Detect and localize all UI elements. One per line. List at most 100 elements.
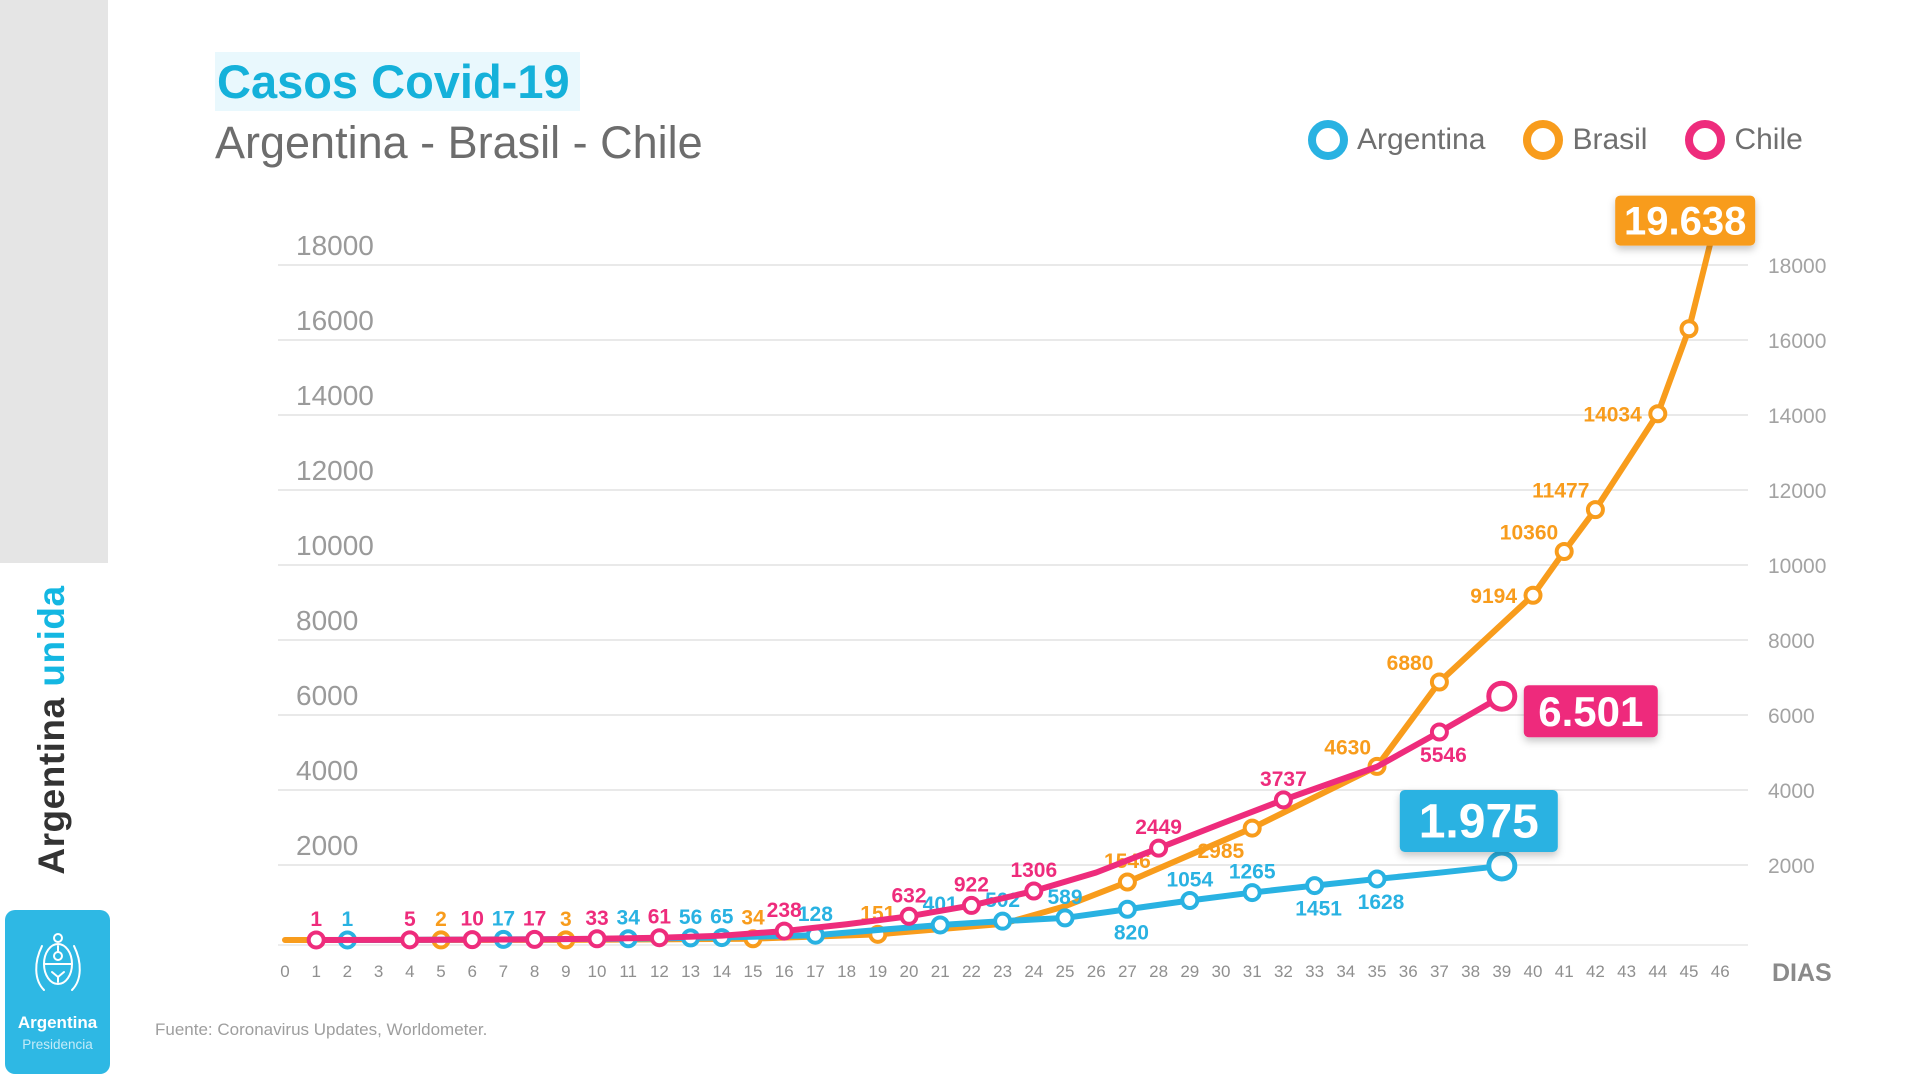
x-axis-label: 24: [1024, 962, 1043, 981]
data-point-label-argentina: 1054: [1166, 868, 1213, 891]
y-axis-label-right: 10000: [1768, 555, 1826, 578]
x-axis-label: 32: [1274, 962, 1293, 981]
x-axis-label: 2: [343, 962, 352, 981]
x-axis-label: 8: [530, 962, 539, 981]
x-axis-label: 40: [1524, 962, 1543, 981]
data-point-chile: [1149, 838, 1169, 858]
data-point-label-chile: 3737: [1260, 768, 1307, 791]
x-axis-label: 12: [650, 962, 669, 981]
data-point-label-brasil: 6880: [1387, 652, 1434, 675]
y-axis-label-left: 12000: [296, 455, 374, 486]
data-point-label-argentina: 1: [342, 908, 354, 931]
x-axis-label: 16: [775, 962, 794, 981]
x-axis-label: 14: [712, 962, 731, 981]
y-axis-label-left: 4000: [296, 755, 358, 786]
legend-item-chile: Chile: [1685, 120, 1803, 160]
x-axis-label: 33: [1305, 962, 1324, 981]
x-axis-label: 18: [837, 962, 856, 981]
data-point-brasil: [1554, 542, 1574, 561]
x-axis-label: 43: [1617, 962, 1636, 981]
data-point-chile: [1024, 881, 1044, 901]
legend-item-brasil: Brasil: [1523, 120, 1647, 160]
x-axis-label: 19: [868, 962, 887, 981]
data-point-label-argentina: 1451: [1295, 898, 1342, 921]
data-point-argentina: [1180, 890, 1200, 910]
data-point-argentina: [1305, 876, 1325, 896]
data-point-label-brasil: 34: [741, 907, 765, 930]
x-axis-label: 38: [1461, 962, 1480, 981]
data-point-label-brasil: 2: [435, 908, 447, 931]
data-point-chile: [774, 921, 794, 941]
x-axis-label: 37: [1430, 962, 1449, 981]
x-axis-label: 25: [1056, 962, 1075, 981]
data-point-label-chile: 922: [954, 873, 989, 896]
logo-title: Argentina: [17, 1013, 98, 1032]
x-axis-label: 46: [1711, 962, 1730, 981]
data-point-label-argentina: 1265: [1229, 861, 1276, 884]
y-axis-label-right: 14000: [1768, 405, 1826, 428]
y-axis-label-right: 6000: [1768, 705, 1815, 728]
data-point-label-brasil: 3: [560, 908, 572, 931]
data-point-label-chile: 33: [585, 907, 608, 930]
callout-value-argentina: 1.975: [1419, 796, 1539, 849]
y-axis-label-left: 16000: [296, 305, 374, 336]
data-point-label-argentina: 820: [1114, 921, 1149, 944]
data-point-argentina: [1242, 883, 1262, 903]
data-point-brasil: [1679, 319, 1699, 339]
y-axis-label-left: 2000: [296, 830, 358, 861]
data-point-label-chile: 238: [767, 899, 802, 922]
callout-box-argentina: [1399, 789, 1558, 852]
callout-box-brasil: [1615, 195, 1756, 246]
data-point-chile: [899, 906, 919, 926]
data-point-label-brasil: 14034: [1583, 404, 1642, 427]
data-point-label-chile: 5546: [1420, 744, 1467, 767]
y-axis-label-left: 14000: [296, 380, 374, 411]
x-axis-label: 11: [619, 962, 637, 981]
x-axis-label: 44: [1648, 962, 1667, 981]
x-axis-label: 1: [311, 962, 320, 981]
data-point-chile: [649, 928, 669, 948]
data-point-label-argentina: 1628: [1358, 891, 1405, 914]
callout-value-chile: 6.501: [1538, 688, 1643, 735]
data-point-label-argentina: 589: [1047, 886, 1082, 909]
x-axis-label: 17: [806, 962, 825, 981]
data-point-label-chile: 5: [404, 908, 416, 931]
data-point-label-brasil: 2985: [1197, 840, 1244, 863]
x-axis-label: 41: [1555, 962, 1574, 981]
data-point-brasil: [1648, 404, 1668, 424]
x-axis-label: 35: [1368, 962, 1387, 981]
y-axis-label-left: 8000: [296, 605, 358, 636]
x-axis-label: 42: [1586, 962, 1605, 981]
legend-label-argentina: Argentina: [1357, 123, 1486, 156]
data-point-argentina: [1055, 908, 1075, 928]
x-axis-label: 21: [931, 962, 950, 981]
chart-header: Casos Covid-19 Argentina - Brasil - Chil…: [215, 52, 703, 169]
y-axis-label-right: 18000: [1768, 255, 1826, 278]
data-point-label-brasil: 11477: [1532, 480, 1589, 503]
data-point-label-argentina: 34: [617, 907, 641, 930]
brasil-ring-icon: [1523, 120, 1564, 160]
x-axis-label: 27: [1118, 962, 1137, 981]
data-point-label-chile: 1: [310, 908, 322, 931]
x-axis-label: 28: [1149, 962, 1168, 981]
page-subtitle: Argentina - Brasil - Chile: [215, 117, 703, 168]
callout-box-chile: [1523, 685, 1658, 738]
x-axis-label: 3: [374, 962, 383, 981]
logo-subtitle: Presidencia: [22, 1037, 93, 1052]
x-axis-label: 22: [962, 962, 981, 981]
data-point-chile: [961, 895, 981, 915]
data-point-chile: [462, 930, 482, 950]
y-axis-label-right: 4000: [1768, 780, 1815, 803]
data-point-label-chile: 632: [891, 884, 926, 907]
x-axis-label: 7: [499, 962, 508, 981]
x-axis-label: 23: [993, 962, 1012, 981]
y-axis-label-right: 8000: [1768, 630, 1815, 653]
data-point-chile: [1429, 722, 1449, 742]
x-axis-label: 36: [1399, 962, 1418, 981]
data-point-chile: [1486, 680, 1518, 712]
data-point-label-brasil: 10360: [1500, 522, 1558, 545]
y-axis-label-right: 2000: [1768, 855, 1815, 878]
x-axis-label: 31: [1243, 962, 1262, 981]
data-point-brasil: [1429, 672, 1449, 692]
